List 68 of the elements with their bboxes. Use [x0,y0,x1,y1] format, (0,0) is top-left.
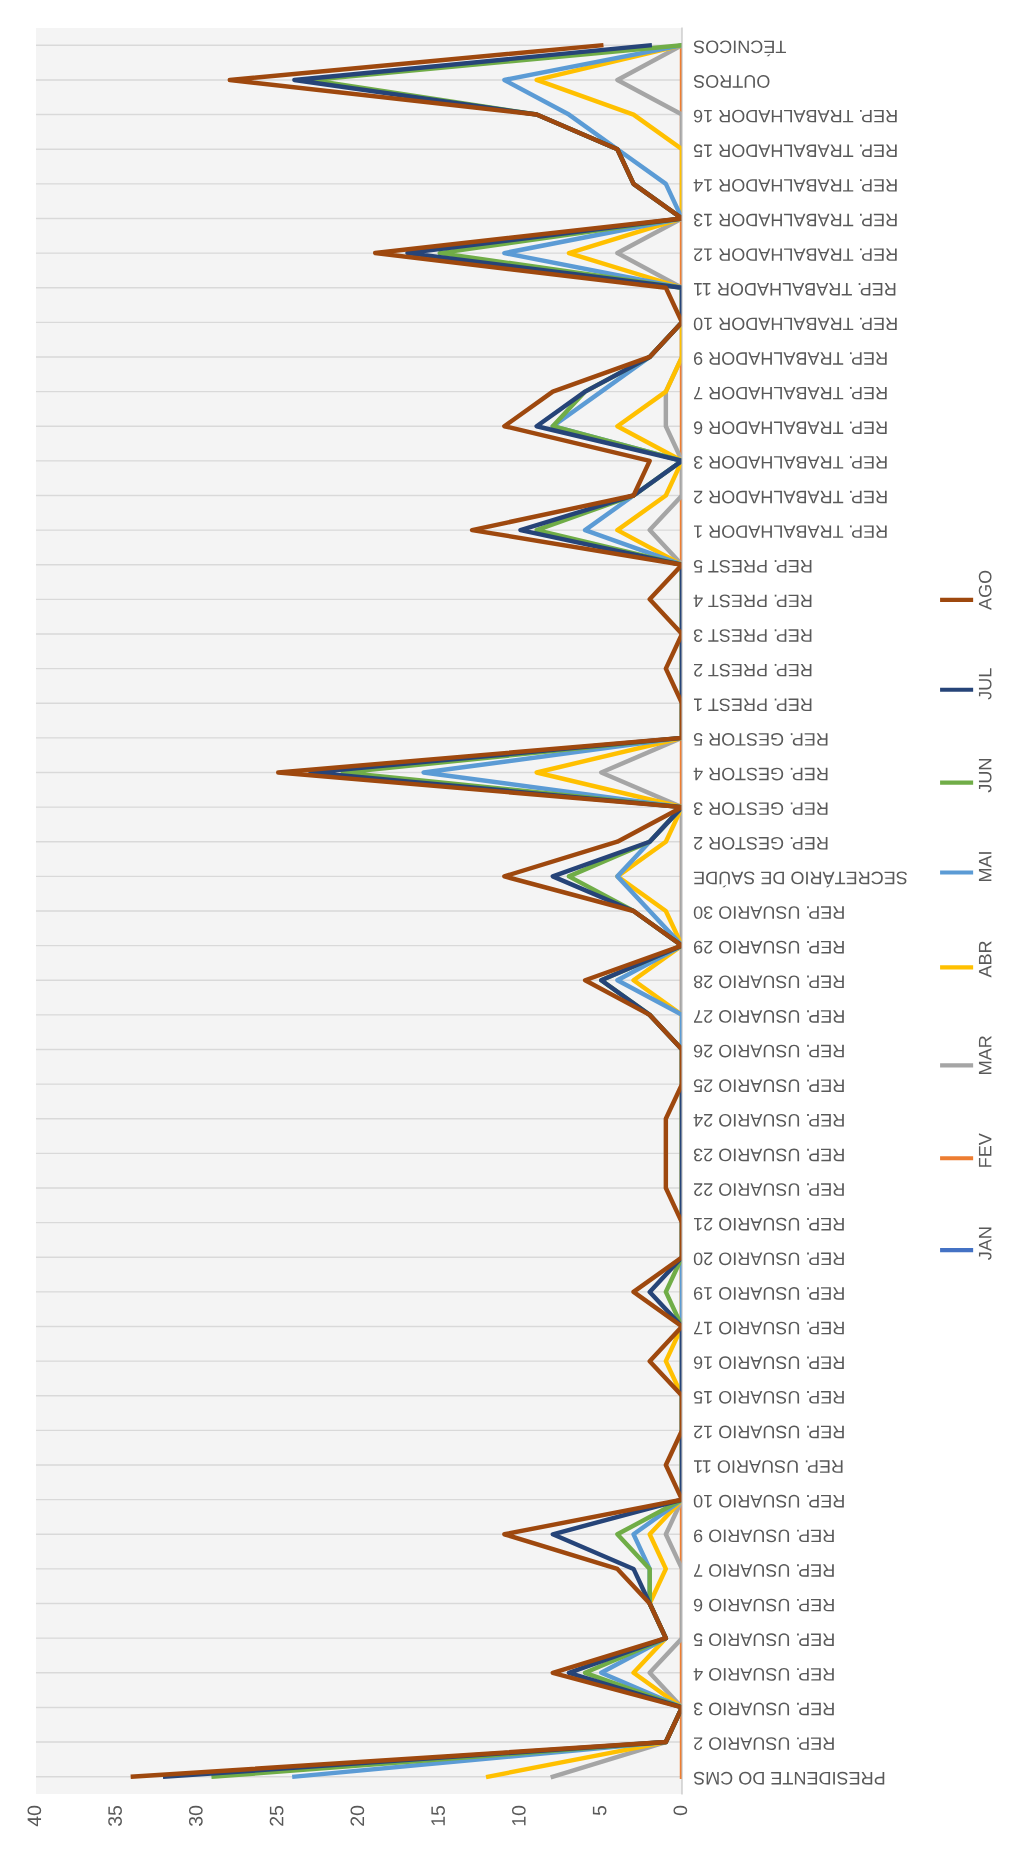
y-tick-label: REP. TRABALHADOR 13 [693,213,897,227]
y-tick-label: REP. USUARIO 29 [693,940,844,954]
y-tick-label: REP. TRABALHADOR 15 [693,144,897,158]
y-tick-label: REP. USUARIO 11 [693,1460,843,1473]
x-tick-label: 15 [431,1805,445,1826]
legend-label: JUL [978,668,992,700]
y-tick-label: REP. USUARIO 26 [693,1044,844,1058]
y-tick-label: REP. USUARIO 25 [693,1079,844,1093]
y-tick-label: SECRETÁRIO DE SAÚDE [693,871,907,888]
y-tick-label: REP. USUARIO 5 [693,1633,834,1647]
y-tick-label: REP. TRABALHADOR 2 [694,490,887,504]
y-tick-label: REP. USUARIO 2 [694,1737,834,1750]
y-tick-label: REP. GESTOR 4 [693,767,828,781]
y-tick-label: REP. GESTOR 2 [694,836,828,850]
x-tick-label: 20 [350,1805,365,1826]
y-tick-label: REP. PREST 5 [693,559,812,573]
y-tick-label: REP. USUARIO 12 [694,1425,844,1439]
y-tick-label: REP. USUARIO 23 [693,1148,844,1162]
y-tick-label: REP. USUARIO 20 [693,1252,844,1266]
y-tick-label: REP. USUARIO 16 [693,1356,844,1370]
legend-label: JAN [978,1227,992,1260]
y-tick-label: REP. USUARIO 10 [693,1494,844,1508]
y-tick-label: OUTROS [693,75,770,88]
x-tick-label: 40 [27,1805,42,1827]
y-tick-label: REP. USUARIO 27 [694,1010,844,1023]
y-tick-label: REP. USUARIO 24 [693,1113,844,1127]
y-tick-label: REP. GESTOR 3 [693,802,828,816]
y-tick-label: REP. USUARIO 7 [694,1564,834,1577]
y-tick-label: REP. USUARIO 22 [694,1183,844,1196]
legend-label: FEV [978,1133,992,1167]
x-tick-label: 25 [269,1805,284,1826]
x-tick-label: 35 [108,1805,122,1826]
y-tick-label: REP. TRABALHADOR 9 [693,352,887,365]
y-tick-label: REP. USUARIO 21 [693,1217,844,1231]
y-tick-label: REP. TRABALHADOR 6 [693,421,887,435]
y-tick-label: REP. TRABALHADOR 14 [693,178,897,192]
legend-label: ABR [978,941,992,978]
legend-label: MAR [978,1036,992,1074]
y-tick-label: TÉCNICOS [693,40,786,57]
y-tick-label: REP. TRABALHADOR 11 [693,282,896,296]
x-tick-label: 5 [592,1805,607,1816]
y-tick-label: REP. USUARIO 6 [693,1598,834,1612]
y-tick-label: PRESIDENTE DO CMS [693,1771,885,1785]
y-tick-label: REP. USUARIO 17 [694,1321,844,1335]
y-tick-label: REP. PREST 2 [694,663,812,677]
y-tick-label: REP. USUARIO 30 [693,906,844,919]
x-tick-label: 30 [188,1805,203,1826]
y-tick-label: REP. TRABALHADOR 1 [693,525,887,539]
legend-label: MAI [978,852,992,882]
y-tick-label: REP. TRABALHADOR 12 [694,248,897,262]
y-tick-label: REP. USUARIO 9 [693,1529,834,1543]
y-tick-label: REP. PREST 4 [693,594,812,608]
y-tick-label: REP. USUARIO 3 [693,1702,834,1716]
y-tick-label: REP. USUARIO 28 [693,975,844,989]
y-tick-label: REP. PREST 1 [693,698,812,712]
y-tick-label: REP. USUARIO 4 [693,1667,834,1681]
y-tick-label: REP. GESTOR 5 [693,733,828,746]
y-tick-label: REP. TRABALHADOR 10 [693,317,897,331]
legend-label: AGO [978,570,992,610]
y-tick-label: REP. TRABALHADOR 3 [693,456,887,469]
y-tick-label: REP. USUARIO 19 [693,1287,844,1300]
legend-label: JUN [978,759,992,793]
x-tick-label: 10 [511,1805,526,1826]
x-tick-label: 0 [673,1805,688,1816]
y-tick-label: REP. PREST 3 [693,629,812,642]
y-tick-label: REP. USUARIO 15 [693,1390,844,1404]
y-tick-label: REP. TRABALHADOR 16 [693,109,897,123]
y-tick-label: REP. TRABALHADOR 7 [694,386,887,400]
